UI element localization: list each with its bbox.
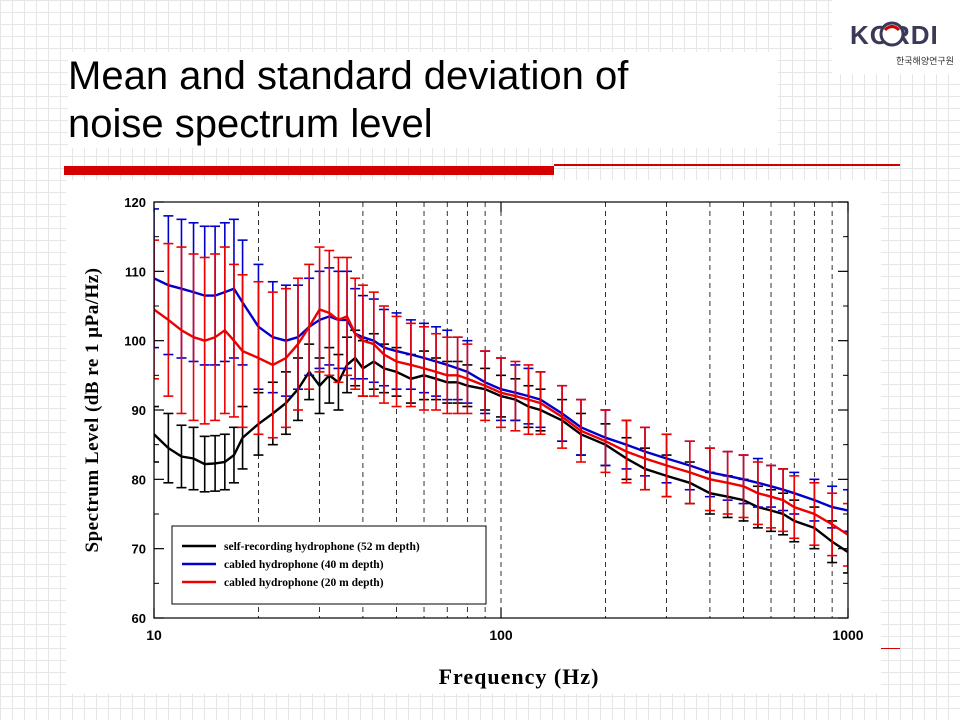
title-underline-bar bbox=[64, 166, 554, 175]
series-3 bbox=[154, 239, 848, 567]
legend-label: cabled hydrophone (40 m depth) bbox=[224, 559, 384, 571]
legend-label: cabled hydrophone (20 m depth) bbox=[224, 577, 384, 589]
slide-title-line-2: noise spectrum level bbox=[68, 102, 433, 146]
y-tick-label: 80 bbox=[132, 472, 146, 487]
y-tick-label: 90 bbox=[132, 403, 146, 418]
legend-box bbox=[171, 525, 487, 605]
spectrum-chart: 60 70 80 90 100 110 120 10 100 1000 Frequency (Hz)… bbox=[66, 180, 881, 694]
title-underline-rule bbox=[554, 164, 900, 166]
y-tick-label: 110 bbox=[125, 264, 146, 279]
y-tick-label: 120 bbox=[124, 195, 146, 210]
slide-title: Mean and standard deviation of noise spe… bbox=[68, 52, 778, 148]
y-tick-label: 60 bbox=[132, 611, 146, 626]
legend: self-recording hydrophone (52 m depth) ca… bbox=[171, 525, 487, 605]
series-line bbox=[154, 308, 848, 536]
kordi-logo: KORDI 한국해양연구원 bbox=[832, 0, 960, 74]
logo-emblem-icon bbox=[879, 21, 905, 47]
x-axis: 10 100 1000 bbox=[146, 202, 864, 643]
chart-canvas: 60 70 80 90 100 110 120 10 100 1000 Frequency (Hz)… bbox=[82, 195, 864, 689]
x-tick-label: 100 bbox=[489, 627, 513, 643]
x-axis-title: Frequency (Hz) bbox=[439, 664, 600, 689]
x-tick-label: 1000 bbox=[832, 627, 863, 643]
y-tick-label: 100 bbox=[124, 334, 146, 349]
series-group bbox=[154, 208, 848, 574]
y-axis: 60 70 80 90 100 110 120 bbox=[124, 195, 848, 626]
legend-label: self-recording hydrophone (52 m depth) bbox=[224, 541, 420, 553]
slide-title-line-1: Mean and standard deviation of bbox=[68, 54, 629, 98]
y-axis-title: Spectrum Level (dB re 1 μPa/Hz) bbox=[82, 267, 103, 552]
x-tick-label: 10 bbox=[146, 627, 162, 643]
logo-subtitle: 한국해양연구원 bbox=[896, 57, 954, 67]
y-tick-label: 70 bbox=[132, 542, 146, 557]
